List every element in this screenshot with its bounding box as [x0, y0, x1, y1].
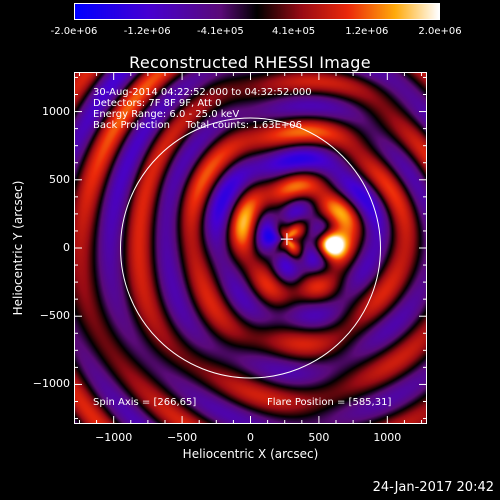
colorbar-gradient [74, 3, 440, 20]
colorbar-tick-label: -1.2e+06 [123, 26, 171, 37]
x-tick-label: 500 [308, 431, 330, 444]
rhessi-image [74, 72, 427, 424]
info-energy: Energy Range: 6.0 - 25.0 keV [93, 109, 240, 120]
plot-overlay [74, 72, 427, 424]
y-tick-label: 1000 [42, 104, 70, 118]
info-time: 30-Aug-2014 04:22:52.000 to 04:32:52.000 [93, 87, 312, 98]
plot-title: Reconstructed RHESSI Image [129, 53, 371, 72]
colorbar-tick-label: 4.1e+05 [272, 26, 316, 37]
x-tick-label: 1000 [373, 431, 402, 444]
info-flare-position: Flare Position = [585,31] [267, 397, 392, 408]
x-axis-label: Heliocentric X (arcsec) [182, 447, 319, 461]
footer-date: 24-Jan-2017 20:42 [372, 480, 494, 495]
solar-limb-circle [120, 117, 381, 379]
colorbar-tick-label: -4.1e+05 [197, 26, 244, 37]
colorbar-tick-label: -2.0e+06 [50, 26, 98, 37]
colorbar-tick-label: 2.0e+06 [418, 26, 462, 37]
colorbar [74, 3, 440, 20]
info-method: Back Projection Total counts: 1.63E+06 [93, 120, 302, 131]
y-tick-label: 0 [63, 241, 70, 254]
y-tick-label: −1000 [32, 377, 70, 391]
x-tick-label: −500 [166, 431, 198, 444]
info-spin-axis: Spin Axis = [266,65] [93, 397, 197, 408]
image-plot: 30-Aug-2014 04:22:52.000 to 04:32:52.000… [74, 72, 427, 424]
y-axis-label: Heliocentric Y (arcsec) [11, 180, 25, 316]
colorbar-tick-label: 1.2e+06 [345, 26, 389, 37]
x-tick-label: 0 [247, 431, 254, 444]
y-tick-label: 500 [49, 172, 70, 186]
info-detectors: Detectors: 7F 8F 9F, Att 0 [93, 98, 222, 109]
y-tick-label: −500 [39, 309, 70, 323]
x-tick-label: −1000 [95, 431, 133, 444]
